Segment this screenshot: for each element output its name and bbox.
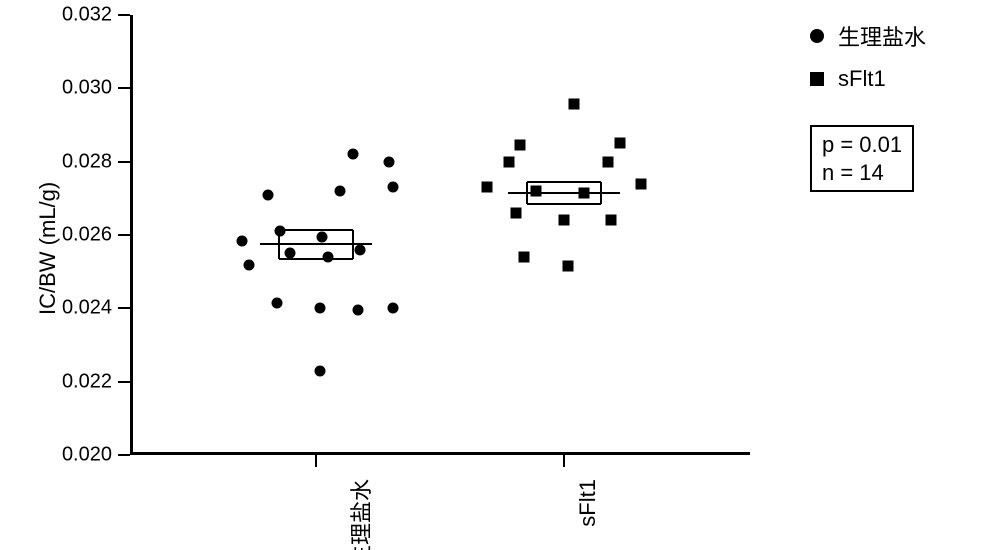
y-tick	[118, 381, 130, 383]
sem-cap	[278, 230, 280, 259]
y-tick-label: 0.022	[50, 370, 112, 393]
y-tick-label: 0.032	[50, 4, 112, 27]
figure-root: { "chart": { "type": "scatter-strip", "b…	[0, 0, 1000, 550]
plot-area	[130, 15, 750, 455]
x-tick-label: sFlt1	[575, 479, 601, 527]
stats-box: p = 0.01n = 14	[810, 125, 914, 192]
stats-line: p = 0.01	[822, 131, 902, 159]
data-point	[514, 140, 525, 151]
data-point	[244, 260, 255, 271]
data-point	[635, 178, 646, 189]
data-point	[615, 138, 626, 149]
sem-cap	[526, 182, 528, 204]
data-point	[262, 189, 273, 200]
x-tick	[563, 455, 565, 467]
legend-label: sFlt1	[838, 66, 886, 92]
data-point	[387, 182, 398, 193]
data-point	[518, 252, 529, 263]
legend-item: sFlt1	[810, 66, 926, 92]
data-point	[335, 186, 346, 197]
data-point	[559, 215, 570, 226]
y-tick	[118, 234, 130, 236]
sem-line	[527, 181, 601, 183]
data-point	[383, 156, 394, 167]
data-point	[348, 149, 359, 160]
sem-cap	[600, 182, 602, 204]
sem-line	[279, 258, 353, 260]
y-tick	[118, 454, 130, 456]
data-point	[603, 156, 614, 167]
data-point	[272, 297, 283, 308]
y-tick	[118, 14, 130, 16]
legend-label: 生理盐水	[838, 20, 926, 52]
data-point	[315, 303, 326, 314]
sem-line	[527, 203, 601, 205]
data-point	[482, 182, 493, 193]
sem-cap	[352, 230, 354, 259]
data-point	[605, 215, 616, 226]
legend-item: 生理盐水	[810, 20, 926, 52]
y-tick	[118, 161, 130, 163]
data-point	[387, 303, 398, 314]
y-tick-label: 0.026	[50, 224, 112, 247]
y-axis-label: IC/BW (mL/g)	[35, 182, 61, 315]
y-tick	[118, 87, 130, 89]
y-tick-label: 0.024	[50, 297, 112, 320]
data-point	[510, 208, 521, 219]
data-point	[355, 244, 366, 255]
data-point	[504, 156, 515, 167]
data-point	[568, 98, 579, 109]
data-point	[316, 231, 327, 242]
y-tick-label: 0.020	[50, 444, 112, 467]
y-tick	[118, 307, 130, 309]
x-tick	[315, 455, 317, 467]
x-tick-label: 生理盐水	[344, 479, 376, 550]
data-point	[352, 305, 363, 316]
data-point	[236, 235, 247, 246]
data-point	[563, 261, 574, 272]
square-icon	[810, 72, 824, 86]
circle-icon	[810, 29, 824, 43]
data-point	[315, 365, 326, 376]
legend: 生理盐水 sFlt1	[810, 20, 926, 106]
sem-line	[279, 229, 353, 231]
y-tick-label: 0.030	[50, 77, 112, 100]
y-tick-label: 0.028	[50, 150, 112, 173]
stats-line: n = 14	[822, 159, 902, 187]
